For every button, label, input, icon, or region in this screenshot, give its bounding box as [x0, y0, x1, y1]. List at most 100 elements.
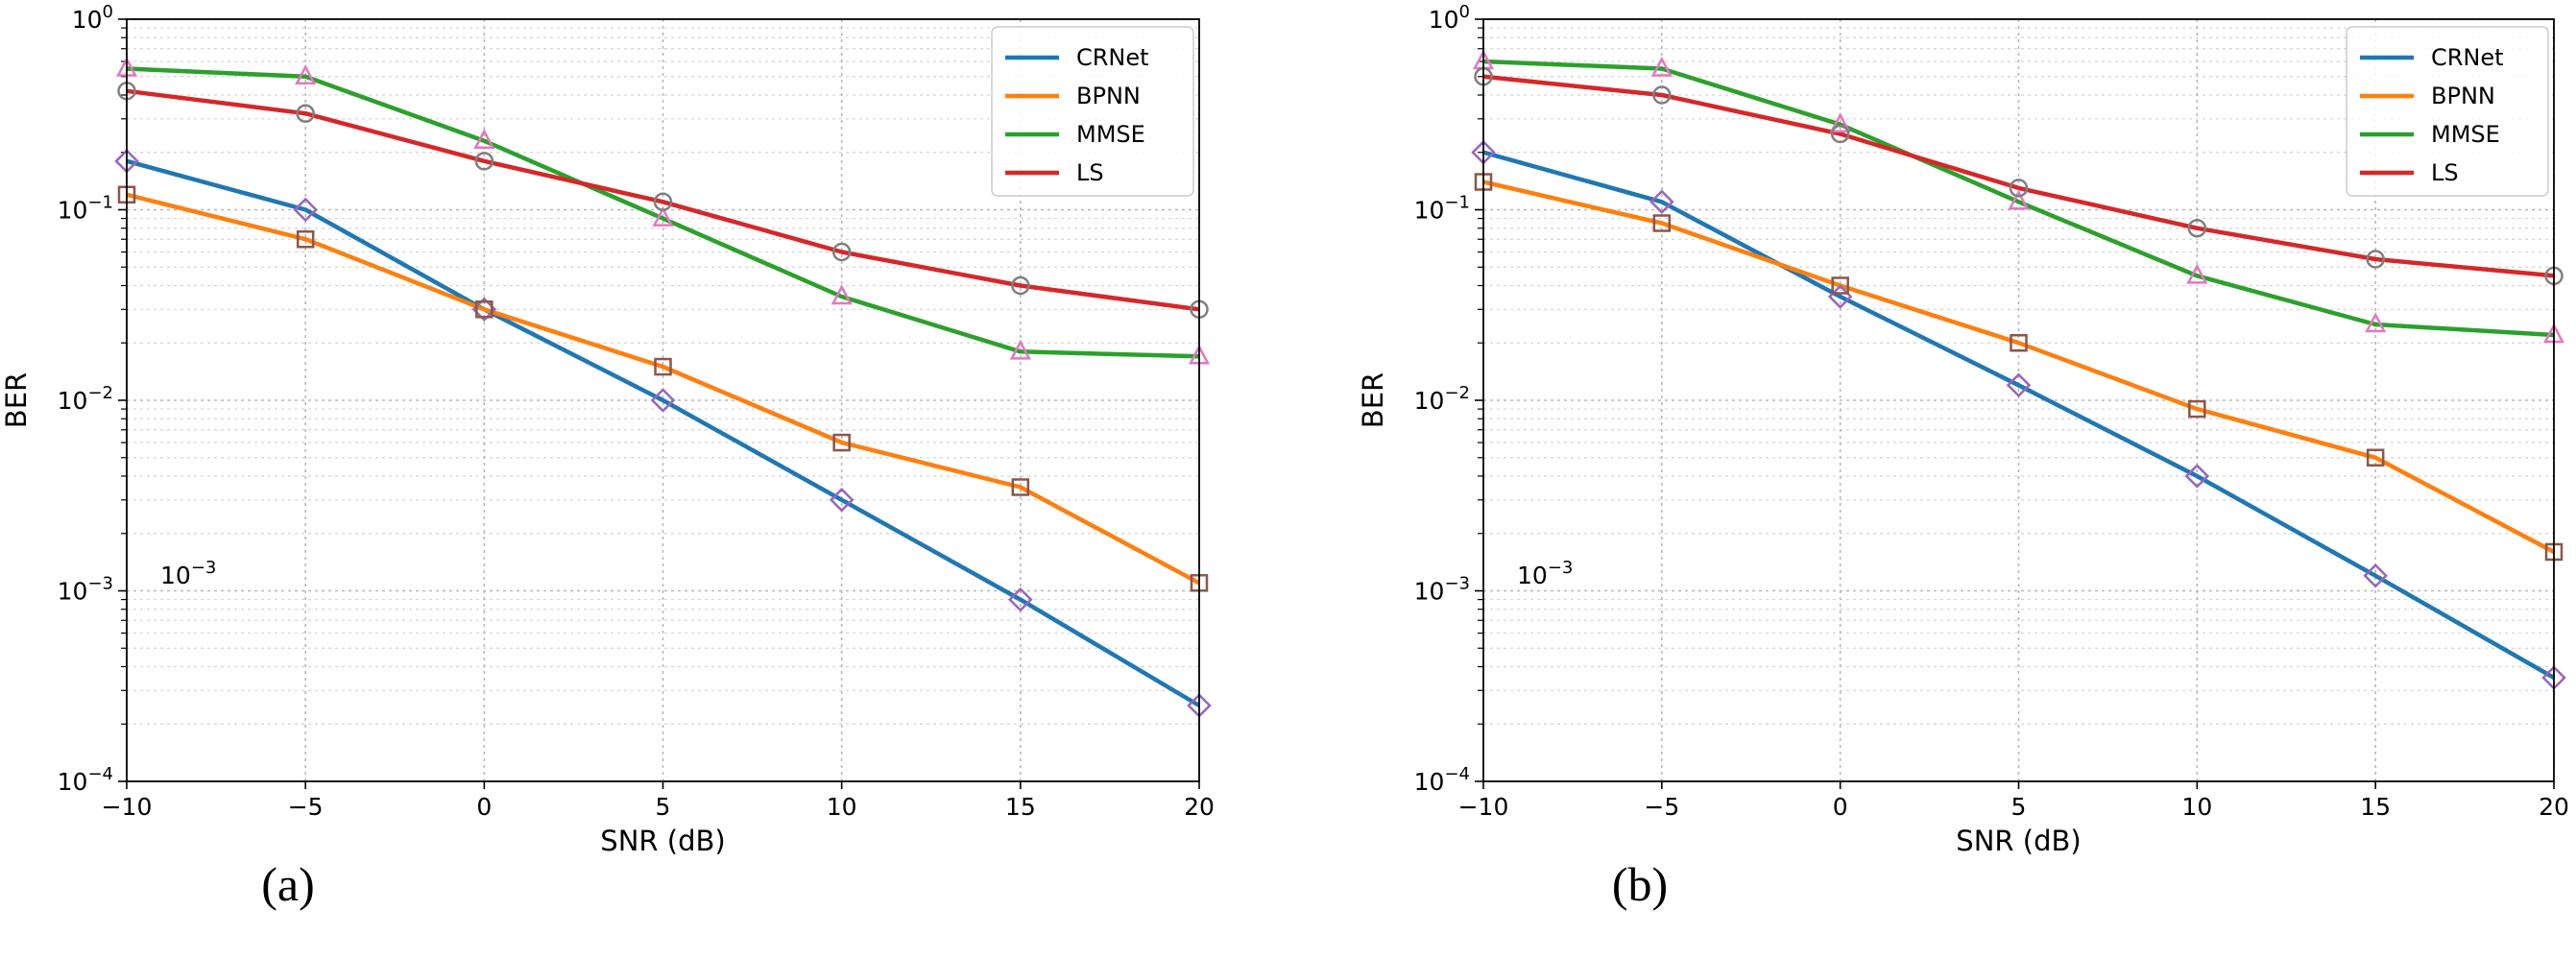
y-axis-label: BER — [0, 372, 33, 428]
data-point-mmse — [1009, 339, 1031, 360]
y-tick-label-exp: −4 — [1444, 764, 1470, 784]
legend-label-crnet: CRNet — [1076, 44, 1149, 71]
data-point-bpnn — [1652, 214, 1672, 232]
x-tick-label: 10 — [827, 793, 857, 821]
data-point-crnet — [1649, 189, 1674, 215]
y-tick-label: 10−3 — [1414, 574, 1470, 606]
data-point-ls — [2009, 179, 2029, 198]
series-line-ls — [1482, 74, 2555, 278]
y-tick-label: 10−1 — [1414, 193, 1470, 225]
data-point-mmse — [473, 129, 495, 149]
legend-box — [991, 26, 1194, 197]
legend-label-bpnn: BPNN — [1076, 83, 1141, 109]
data-point-crnet — [293, 197, 318, 223]
y-tick-label-exp: −1 — [87, 193, 113, 213]
panel-caption: (b) — [1612, 857, 1668, 911]
y-tick-label-exp: −4 — [87, 764, 113, 784]
y-tick-label-base: 10 — [58, 768, 88, 796]
y-tick-label: 10−3 — [58, 574, 113, 606]
data-point-ls — [1830, 124, 1850, 144]
legend-label-mmse: MMSE — [2431, 121, 2500, 148]
x-tick-label: 20 — [2539, 793, 2569, 821]
y-axis-label: BER — [1357, 372, 1389, 428]
y-tick-label-base: 10 — [1414, 387, 1445, 415]
y-tick-label: 10−4 — [58, 764, 113, 796]
x-tick-label: 5 — [656, 793, 671, 821]
annotation-label-base: 10 — [160, 562, 191, 589]
annotation-label: 10−3 — [1517, 558, 1573, 589]
data-point-bpnn — [654, 357, 672, 376]
series-line-ls — [126, 88, 1200, 312]
data-point-bpnn — [832, 433, 851, 452]
data-point-crnet — [2184, 464, 2210, 489]
x-tick-label: 15 — [2360, 793, 2391, 821]
x-tick-label: −5 — [288, 793, 324, 821]
annotation-label-base: 10 — [1517, 562, 1548, 589]
y-tick-label-exp: 0 — [103, 2, 113, 22]
chart-panel-b: −10 −5 0 5 10 15 2010010−110−210−310−410−3SNR … — [1357, 2, 2569, 911]
legend-box — [2346, 26, 2549, 197]
data-point-ls — [474, 152, 494, 171]
chart-panel-a: −10 −5 0 5 10 15 2010010−110−210−310−410−3SNR … — [0, 2, 1215, 911]
y-tick-label: 10−1 — [58, 193, 113, 225]
x-tick-label: −10 — [1458, 793, 1509, 821]
data-point-mmse — [1829, 112, 1851, 132]
data-point-mmse — [2008, 189, 2030, 210]
data-point-mmse — [652, 205, 674, 227]
y-tick-label-base: 10 — [1429, 6, 1459, 34]
y-tick-label-base: 10 — [1414, 768, 1445, 796]
series-line-crnet — [126, 158, 1201, 707]
data-point-bpnn — [2366, 448, 2385, 467]
series-line-crnet — [1482, 150, 2556, 680]
y-tick-label: 10−2 — [58, 383, 113, 415]
data-point-ls — [296, 104, 315, 123]
y-tick-label-base: 10 — [72, 6, 103, 34]
y-tick-label-exp: −2 — [1444, 383, 1470, 403]
y-tick-label-exp: −3 — [1444, 574, 1470, 594]
data-point-crnet — [829, 488, 855, 513]
legend-label-ls: LS — [1076, 159, 1104, 186]
y-tick-label-base: 10 — [58, 578, 88, 606]
data-point-bpnn — [296, 229, 315, 249]
data-point-crnet — [650, 388, 676, 413]
annotation-label-exp: −3 — [1548, 558, 1574, 578]
data-point-crnet — [2006, 372, 2032, 398]
data-point-bpnn — [1831, 276, 1849, 295]
y-tick-label-base: 10 — [58, 387, 88, 415]
y-tick-label: 100 — [1429, 2, 1470, 34]
y-tick-label-base: 10 — [58, 197, 88, 225]
y-tick-label: 100 — [72, 2, 113, 34]
data-point-ls — [653, 192, 673, 212]
data-point-mmse — [1650, 56, 1673, 77]
data-point-bpnn — [2010, 333, 2028, 352]
y-tick-label-base: 10 — [1414, 578, 1445, 606]
data-point-ls — [2187, 218, 2207, 238]
annotation-label: 10−3 — [160, 558, 216, 589]
legend-label-ls: LS — [2431, 159, 2459, 186]
series-line-mmse — [1482, 59, 2555, 338]
data-point-ls — [831, 242, 852, 262]
y-tick-label-exp: −3 — [87, 574, 113, 594]
y-tick-label: 10−4 — [1414, 764, 1470, 796]
series-line-bpnn — [126, 192, 1201, 586]
annotation-label-exp: −3 — [191, 558, 217, 578]
x-tick-label: 5 — [2011, 793, 2027, 821]
data-point-mmse — [295, 64, 317, 85]
x-tick-label: 15 — [1005, 793, 1036, 821]
data-point-crnet — [1008, 587, 1033, 612]
x-axis-label: SNR (dB) — [600, 825, 725, 857]
y-tick-label-exp: 0 — [1459, 2, 1470, 22]
data-point-ls — [2366, 250, 2385, 269]
data-point-ls — [1652, 85, 1672, 105]
legend-label-bpnn: BPNN — [2431, 83, 2495, 109]
x-tick-label: −10 — [102, 793, 153, 821]
y-tick-label-base: 10 — [1414, 197, 1445, 225]
x-axis-label: SNR (dB) — [1956, 825, 2081, 857]
data-point-ls — [1011, 275, 1030, 296]
data-point-bpnn — [475, 300, 494, 319]
x-tick-label: 0 — [476, 793, 492, 821]
y-tick-label: 10−2 — [1414, 383, 1470, 415]
data-point-mmse — [2186, 263, 2208, 284]
legend-label-crnet: CRNet — [2431, 44, 2504, 71]
